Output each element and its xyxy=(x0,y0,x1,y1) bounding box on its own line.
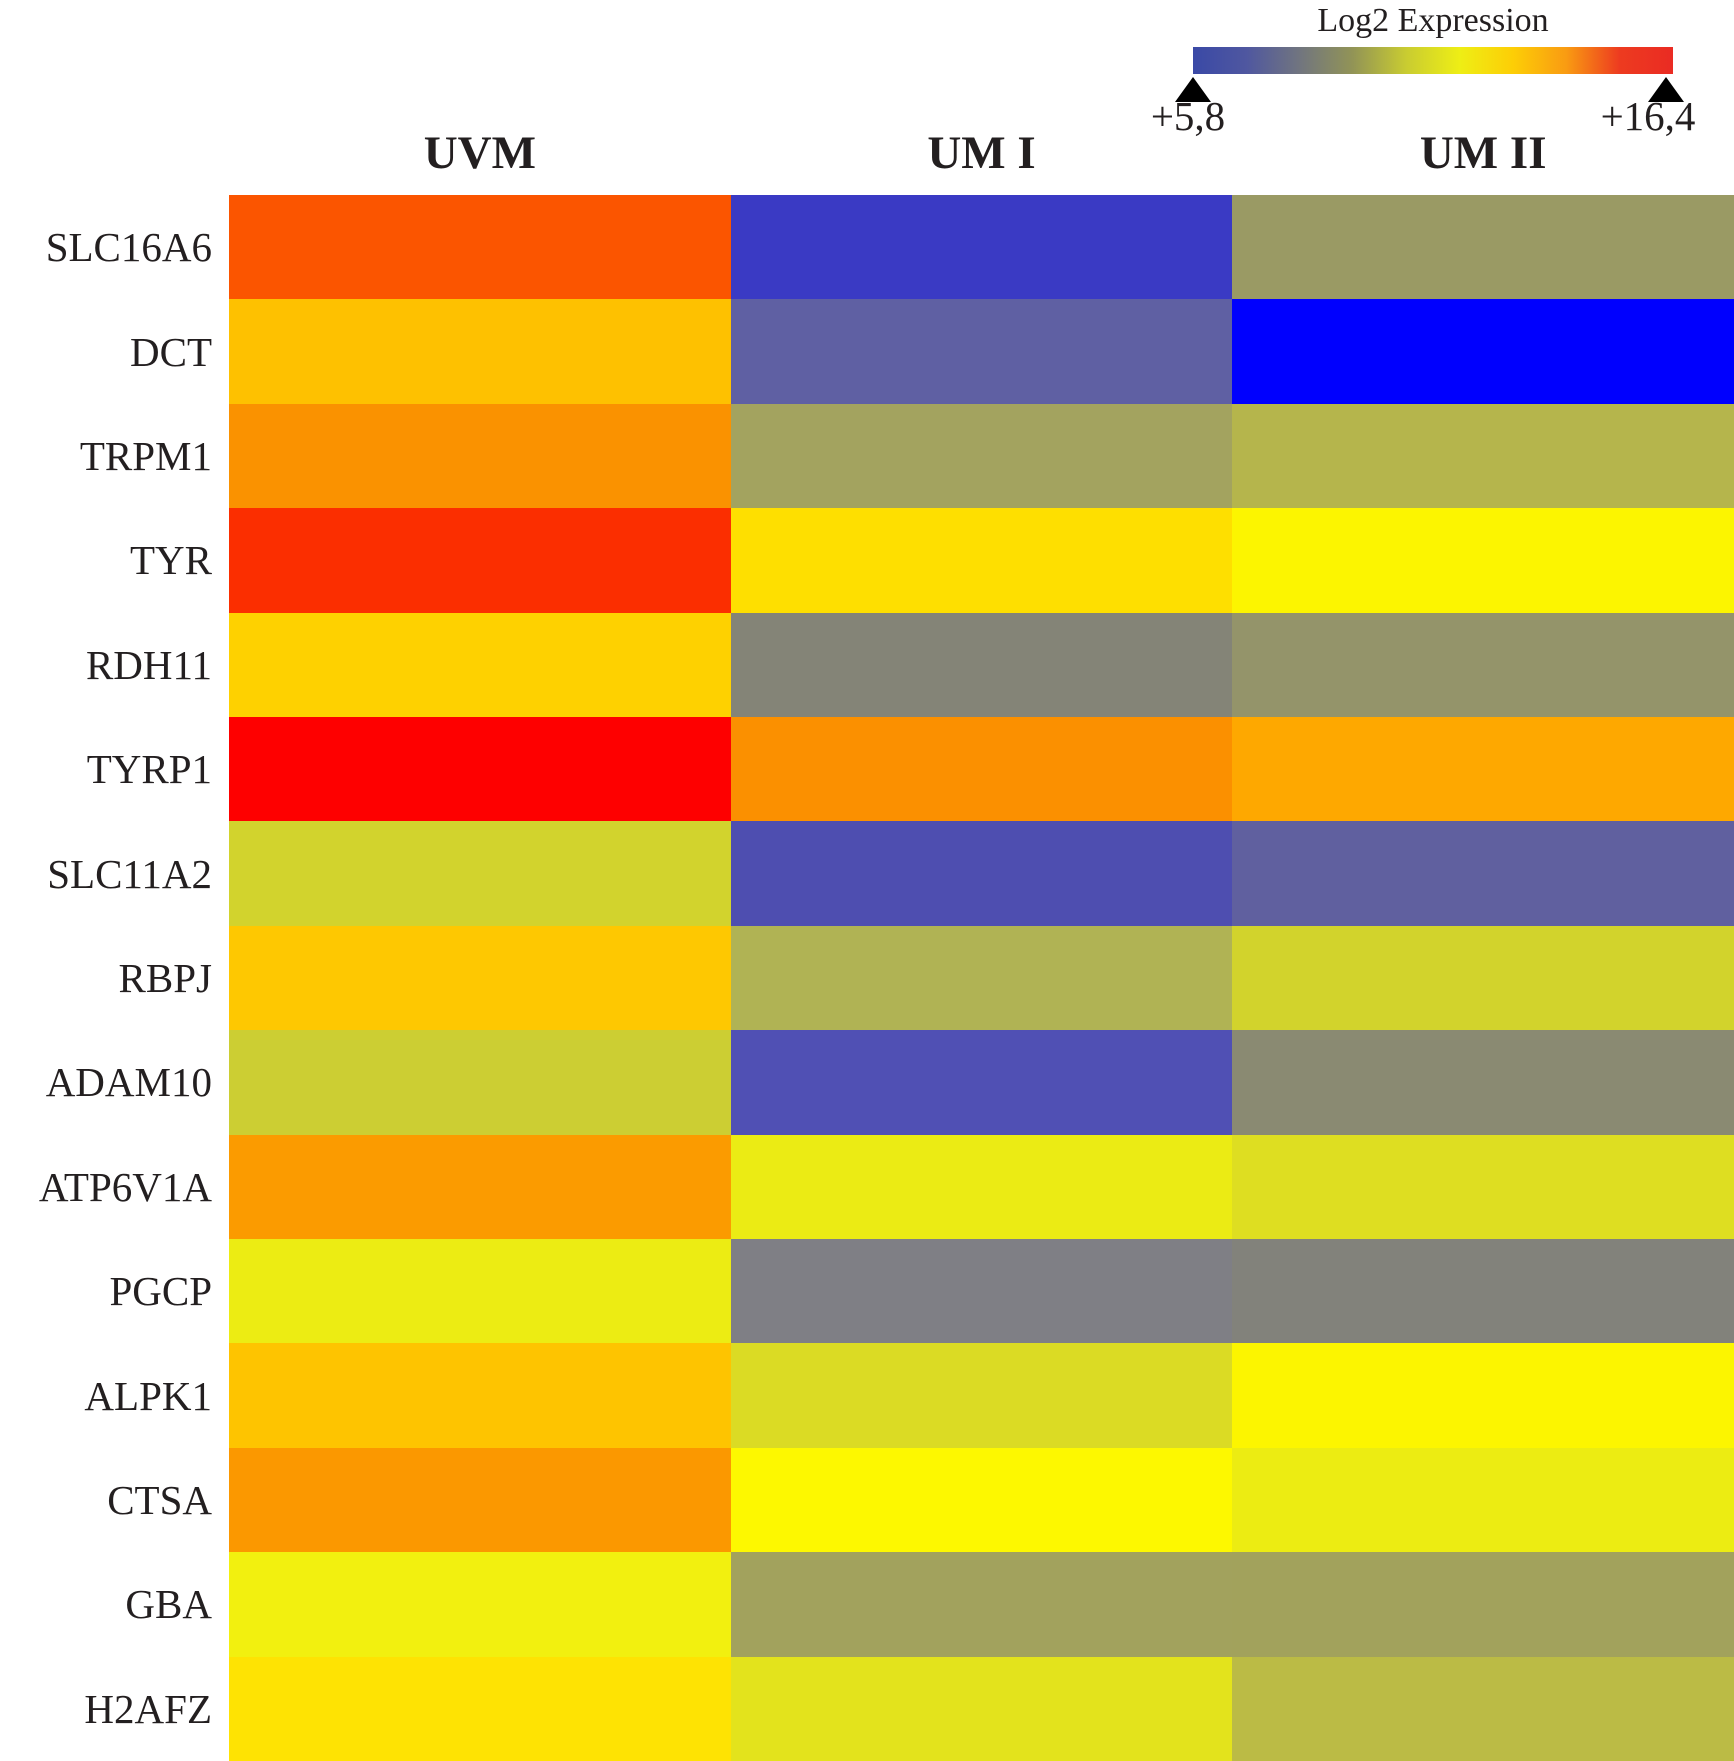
column-header-um-ii: UM II xyxy=(1419,127,1547,179)
row-label-tyrp1: TYRP1 xyxy=(86,746,212,793)
heatmap-cell-ctsa-um-i xyxy=(730,1447,1233,1553)
heatmap-cell-tyr-uvm xyxy=(229,508,731,613)
legend-min-label: +5,8 xyxy=(1150,93,1226,139)
heatmap-cell-slc11a2-um-i xyxy=(730,821,1233,926)
legend-gradient-bar xyxy=(1193,47,1673,74)
heatmap-cell-slc16a6-um-i xyxy=(730,195,1233,300)
row-label-slc11a2: SLC11A2 xyxy=(47,850,212,897)
heatmap-cell-rdh11-um-ii xyxy=(1232,612,1734,717)
heatmap-cell-tyrp1-um-ii xyxy=(1232,717,1734,822)
heatmap-cell-tyr-um-ii xyxy=(1232,508,1734,613)
heatmap-cell-atp6v1a-uvm xyxy=(229,1134,731,1239)
heatmap-cell-ctsa-um-ii xyxy=(1232,1447,1734,1553)
column-header-um-i: UM I xyxy=(927,127,1036,179)
heatmap-cell-dct-uvm xyxy=(229,299,731,404)
row-label-tyr: TYR xyxy=(130,537,212,584)
heatmap-cell-ctsa-uvm xyxy=(229,1447,731,1553)
heatmap-cell-rdh11-uvm xyxy=(229,612,731,717)
heatmap-cell-slc16a6-um-ii xyxy=(1232,195,1734,300)
row-label-rdh11: RDH11 xyxy=(85,641,212,688)
heatmap-cell-gba-uvm xyxy=(229,1552,731,1657)
heatmap-cell-slc11a2-um-ii xyxy=(1232,821,1734,926)
heatmap-cell-rbpj-um-i xyxy=(730,925,1233,1031)
row-label-h2afz: H2AFZ xyxy=(84,1685,212,1732)
heatmap-cell-gba-um-ii xyxy=(1232,1552,1734,1657)
row-label-gba: GBA xyxy=(125,1581,212,1628)
row-label-dct: DCT xyxy=(130,328,212,375)
heatmap-cell-dct-um-i xyxy=(730,299,1233,404)
heatmap-cell-slc11a2-uvm xyxy=(229,821,731,926)
row-label-slc16a6: SLC16A6 xyxy=(45,224,212,271)
heatmap-cell-rbpj-uvm xyxy=(229,925,731,1031)
heatmap-cell-pgcp-uvm xyxy=(229,1239,731,1344)
heatmap-cell-h2afz-um-i xyxy=(730,1656,1233,1761)
row-label-alpk1: ALPK1 xyxy=(84,1372,212,1419)
heatmap-cell-pgcp-um-ii xyxy=(1232,1239,1734,1344)
row-label-adam10: ADAM10 xyxy=(45,1059,212,1106)
heatmap-cell-alpk1-um-ii xyxy=(1232,1343,1734,1448)
legend-max-triangle-icon xyxy=(1648,77,1684,102)
row-label-pgcp: PGCP xyxy=(109,1268,212,1315)
heatmap-cell-alpk1-um-i xyxy=(730,1343,1233,1448)
heatmap-cell-tyrp1-um-i xyxy=(730,717,1233,822)
heatmap-cell-gba-um-i xyxy=(730,1552,1233,1657)
heatmap-cell-h2afz-uvm xyxy=(229,1656,731,1761)
heatmap-cell-rbpj-um-ii xyxy=(1232,925,1734,1031)
heatmap-cell-trpm1-uvm xyxy=(229,403,731,509)
heatmap-cell-trpm1-um-i xyxy=(730,403,1233,509)
legend-max-label: +16,4 xyxy=(1600,93,1696,139)
heatmap-cell-tyr-um-i xyxy=(730,508,1233,613)
heatmap-cell-adam10-uvm xyxy=(229,1030,731,1135)
row-label-rbpj: RBPJ xyxy=(118,955,212,1002)
row-label-atp6v1a: ATP6V1A xyxy=(38,1163,212,1210)
heatmap-cell-rdh11-um-i xyxy=(730,612,1233,717)
heatmap-cell-tyrp1-uvm xyxy=(229,717,731,822)
heatmap-grid xyxy=(229,195,1734,1761)
row-labels: SLC16A6 DCT TRPM1 TYR RDH11 TYRP1 SLC11A2 RBPJ A… xyxy=(0,195,212,1761)
column-headers: UVM UM I UM II xyxy=(229,120,1734,190)
legend-min-triangle-icon xyxy=(1175,77,1211,102)
column-header-uvm: UVM xyxy=(423,127,536,179)
heatmap-cell-dct-um-ii xyxy=(1232,299,1734,404)
heatmap-cell-h2afz-um-ii xyxy=(1232,1656,1734,1761)
heatmap-cell-atp6v1a-um-i xyxy=(730,1134,1233,1239)
heatmap-cell-adam10-um-i xyxy=(730,1030,1233,1135)
row-label-trpm1: TRPM1 xyxy=(79,433,212,480)
heatmap-cell-adam10-um-ii xyxy=(1232,1030,1734,1135)
heatmap-cell-trpm1-um-ii xyxy=(1232,403,1734,509)
row-label-ctsa: CTSA xyxy=(107,1477,212,1524)
heatmap-cell-slc16a6-uvm xyxy=(229,195,731,300)
heatmap-cell-alpk1-uvm xyxy=(229,1343,731,1448)
heatmap-cell-atp6v1a-um-ii xyxy=(1232,1134,1734,1239)
heatmap-cell-pgcp-um-i xyxy=(730,1239,1233,1344)
legend-title: Log2 Expression xyxy=(1317,2,1549,39)
